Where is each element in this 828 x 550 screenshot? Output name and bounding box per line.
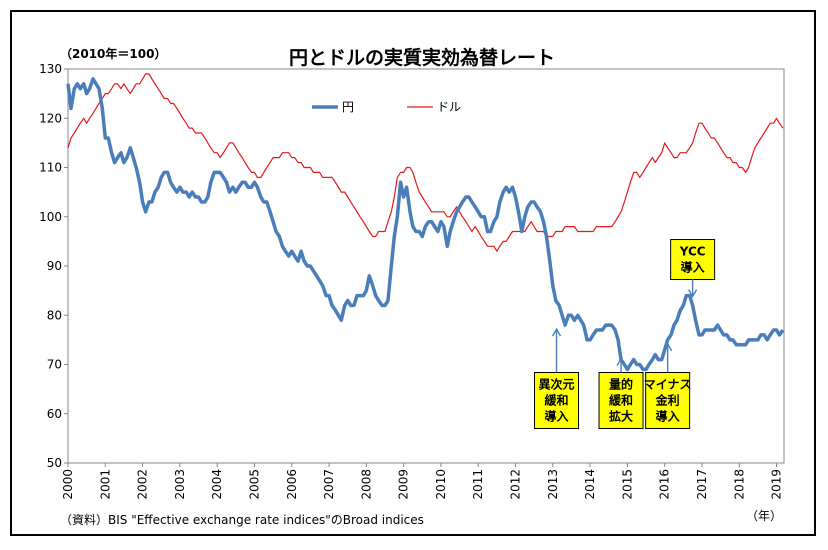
annotation-arrowhead — [616, 357, 626, 366]
annotation-box — [645, 372, 691, 429]
y-tick-label: 130 — [39, 62, 62, 76]
x-tick-label: 2014 — [583, 469, 597, 500]
annotation-text: YCC — [679, 245, 706, 259]
annotation-text: 金利 — [655, 393, 680, 408]
y-tick-label: 90 — [47, 259, 62, 273]
y-tick-label: 60 — [47, 407, 62, 421]
legend: 円 ドル — [312, 100, 461, 114]
annotation-text: 異次元 — [539, 377, 575, 392]
series-line-0 — [66, 77, 785, 372]
chart-canvas: 円とドルの実質実効為替レート （2010年＝100） （年） （資料）BIS "… — [39, 46, 785, 527]
y-tick-label: 80 — [47, 308, 62, 322]
annotation-text: 拡大 — [609, 409, 633, 424]
x-unit-label: （年） — [746, 509, 782, 523]
x-tick-label: 2002 — [136, 469, 150, 500]
annotation-box — [534, 372, 580, 429]
x-tick-label: 2017 — [695, 469, 709, 500]
x-axis: 2000 2001 2002 2003 2004 2005 2006 2007 2008 2009… — [61, 463, 784, 500]
annotation-box — [598, 372, 644, 429]
y-unit-label: （2010年＝100） — [60, 46, 166, 61]
annotation-text: 量的 — [609, 377, 633, 392]
y-tick-label: 50 — [47, 456, 62, 470]
x-tick-label: 2013 — [546, 469, 560, 500]
y-tick-label: 110 — [39, 161, 62, 175]
annotation-arrowhead — [663, 342, 673, 352]
annotation-text: 導入 — [656, 409, 680, 424]
x-tick-label: 2015 — [620, 469, 634, 500]
chart-title: 円とドルの実質実効為替レート — [289, 46, 555, 69]
y-tick-label: 120 — [39, 111, 62, 125]
annotation-text: マイナス — [644, 378, 692, 392]
annotation-text: 導入 — [681, 260, 705, 275]
x-tick-label: 2004 — [210, 469, 224, 500]
series-layer — [66, 73, 785, 372]
annotation-arrowhead — [688, 289, 698, 298]
x-tick-label: 2005 — [247, 469, 261, 500]
x-tick-label: 2016 — [658, 469, 672, 500]
x-tick-label: 2019 — [770, 469, 784, 500]
x-tick-label: 2010 — [434, 469, 448, 500]
x-tick-label: 2007 — [322, 469, 336, 500]
annotation-text: 緩和 — [545, 393, 569, 408]
annotation-box — [670, 239, 716, 281]
x-tick-label: 2000 — [61, 469, 75, 500]
y-tick-label: 100 — [39, 210, 62, 224]
annotation-text: 緩和 — [609, 393, 633, 408]
source-note: （資料）BIS "Effective exchange rate indices… — [60, 513, 424, 527]
series-line-1 — [67, 73, 784, 252]
x-tick-label: 2006 — [285, 469, 299, 500]
x-tick-label: 2012 — [509, 469, 523, 500]
chart-frame: 円とドルの実質実効為替レート （2010年＝100） （年） （資料）BIS "… — [10, 10, 816, 536]
legend-label: ドル — [437, 100, 461, 114]
x-tick-label: 2011 — [471, 469, 485, 500]
x-tick-label: 2003 — [173, 469, 187, 500]
y-axis: 50 60 70 80 90 100 110 120 130 — [39, 62, 68, 470]
annotation-arrowhead — [551, 327, 562, 337]
y-tick-label: 70 — [47, 358, 62, 372]
x-tick-label: 2008 — [359, 469, 373, 500]
x-tick-label: 2001 — [98, 469, 112, 500]
annotation-text: 導入 — [545, 409, 569, 424]
x-tick-label: 2009 — [397, 469, 411, 500]
x-tick-label: 2018 — [732, 469, 746, 500]
legend-label: 円 — [342, 100, 354, 114]
